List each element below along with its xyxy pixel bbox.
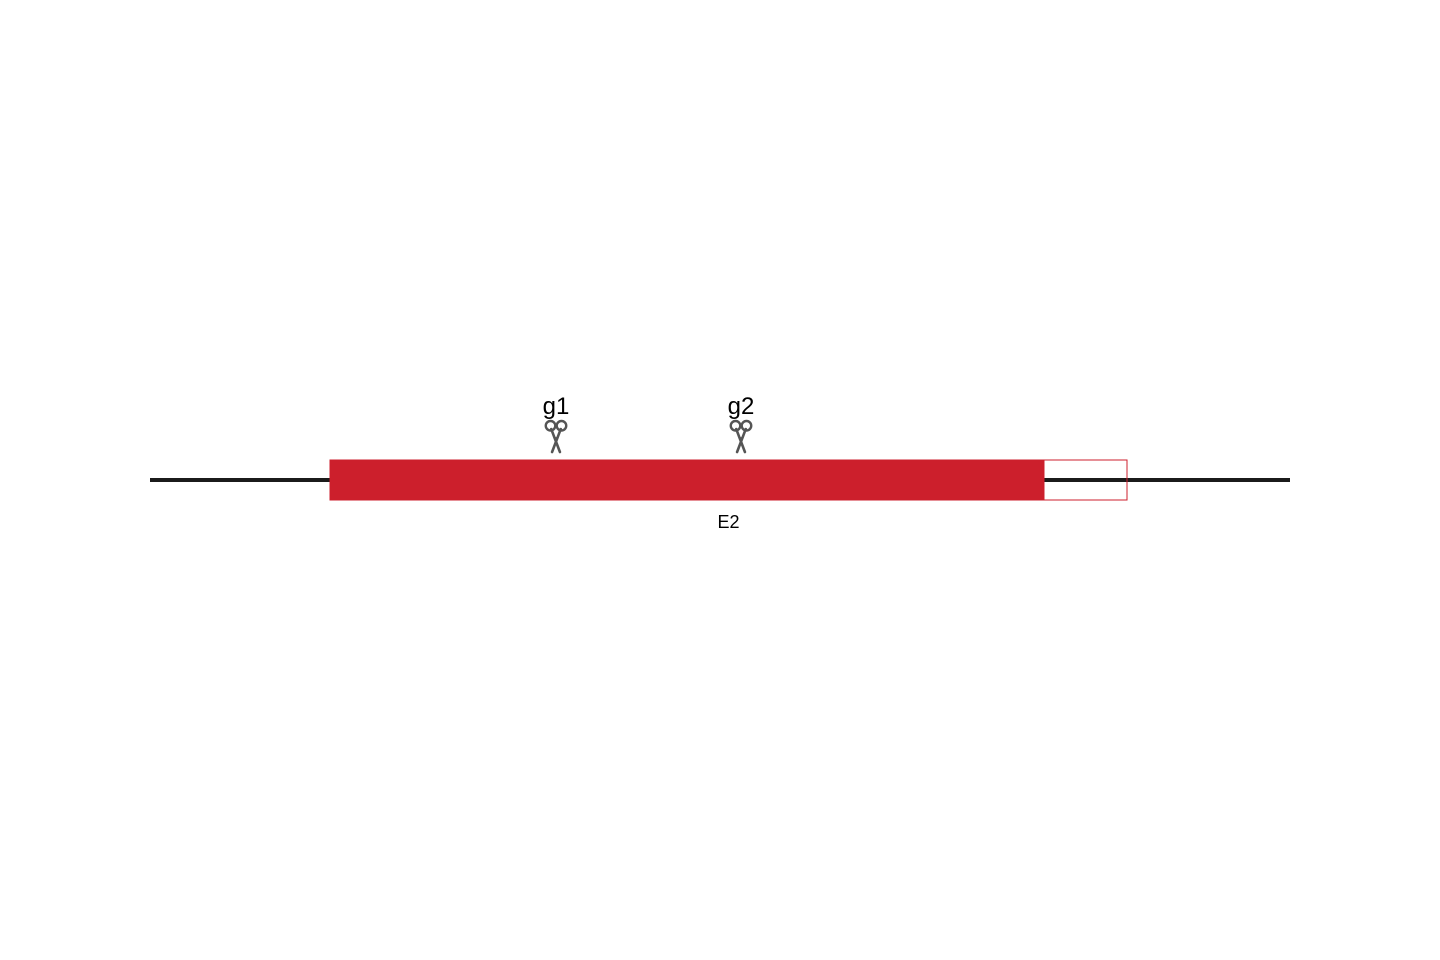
cut-site-label-g1: g1 [543, 393, 570, 420]
scissor-icon-g2 [731, 421, 751, 452]
scissor-icon-g1 [546, 421, 566, 452]
exon-label: E2 [717, 512, 739, 532]
exon-filled [330, 460, 1044, 500]
cut-site-label-g2: g2 [728, 393, 755, 420]
